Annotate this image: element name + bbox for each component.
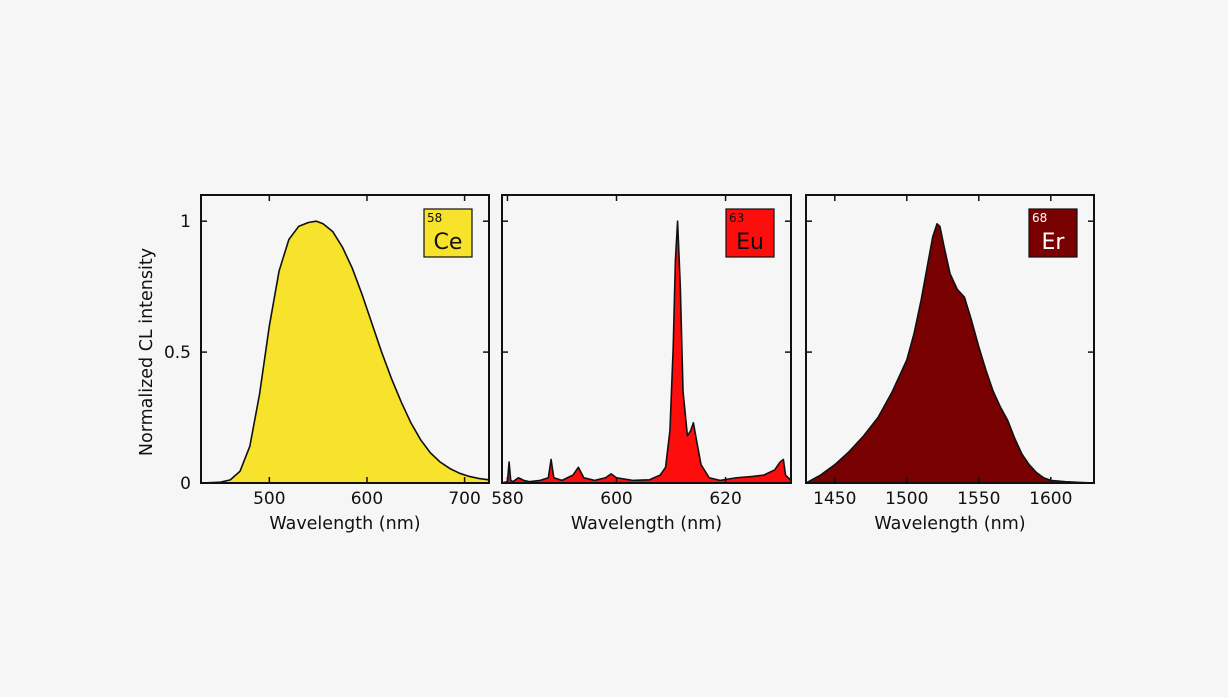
x-tick-label: 600 [351,489,383,509]
element-badge-box [1028,208,1078,258]
plot-frame [200,194,490,484]
plot-frame [501,194,792,484]
x-tick-label: 580 [491,489,523,509]
y-tick-label: 0.5 [164,343,191,363]
panel-eu: 580 600 620 Wavelength (nm) 63 Eu [491,194,792,534]
plot-frame [805,194,1095,484]
x-tick-label: 500 [253,489,285,509]
element-symbol: Eu [736,230,764,255]
element-badge-box [725,208,775,258]
element-number: 58 [427,211,442,225]
x-tick-label: 1550 [957,489,1000,509]
spectrum-line-er [806,223,1094,483]
element-badge-eu: 63 Eu [725,208,775,258]
panels: 500 600 700 0 0.5 1 Wavelength (nm) 58 Ce 580 600 6… [164,194,1095,534]
element-number: 68 [1032,211,1047,225]
element-badge-box [423,208,473,258]
x-tick-label: 600 [600,489,632,509]
spectrum-area-ce [201,221,489,483]
x-tick-label: 620 [709,489,741,509]
x-tick-label: 1500 [885,489,928,509]
spectrum-area-eu [502,221,791,483]
spectrum-area-er [806,223,1094,483]
panel-ce: 500 600 700 0 0.5 1 Wavelength (nm) 58 Ce [164,194,490,534]
element-badge-ce: 58 Ce [423,208,473,258]
spectrum-line-eu [502,220,791,483]
x-axis-title: Wavelength (nm) [571,514,722,534]
y-tick-label: 0 [180,474,191,494]
element-number: 63 [729,211,744,225]
element-badge-er: 68 Er [1028,208,1078,258]
spectrum-line-ce [201,220,489,483]
x-tick-label: 1450 [813,489,856,509]
x-tick-label: 1600 [1029,489,1072,509]
x-tick-label: 700 [448,489,480,509]
element-symbol: Er [1042,230,1066,255]
y-axis-title: Normalized CL intensity [137,248,157,456]
x-axis-title: Wavelength (nm) [269,514,420,534]
x-axis-title: Wavelength (nm) [874,514,1025,534]
y-tick-label: 1 [180,212,191,232]
element-symbol: Ce [434,230,463,255]
